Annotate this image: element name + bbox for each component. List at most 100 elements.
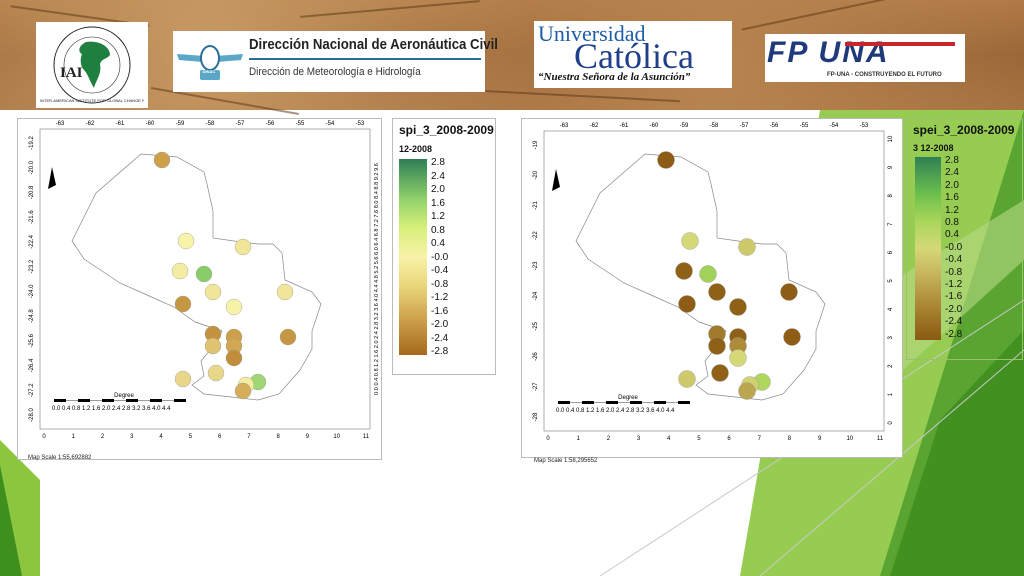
dinac-wings-icon [177,45,243,80]
legend-value: -0.4 [431,265,449,276]
spi-legend-title: spi_3_2008-2009 [399,123,494,137]
top-tick-label: -63 [56,121,65,127]
station-marker[interactable] [711,364,729,382]
fpuna-mark: FP UNA [767,36,890,69]
legend-value: -1.6 [431,305,449,317]
legend-value: 0.4 [431,238,445,249]
ucat-line1: Universidad [538,21,646,46]
station-marker[interactable] [738,238,756,256]
top-tick-label: -54 [830,123,839,129]
spi-legend: spi_3_2008-2009 12-2008 2.8 2.4 2.0 1.6 1.2 0… [392,118,496,375]
station-marker[interactable] [708,337,726,355]
spei-legend-subtitle: 3 12-2008 [913,143,954,153]
left-tick-label: -24.8 [29,309,35,323]
spei-map-scale: Map Scale 1:58,295652 [534,458,598,464]
legend-value: -2.8 [431,346,449,357]
bottom-tick-label: 1 [577,436,581,442]
station-marker[interactable] [681,232,699,250]
station-marker[interactable] [204,337,222,355]
left-tick-label: -22.4 [29,234,35,248]
left-tick-label: -23 [533,261,539,270]
top-tick-label: -55 [800,123,809,129]
station-marker[interactable] [699,265,717,283]
bottom-tick-label: 9 [306,434,310,440]
legend-value: -2.4 [431,332,449,344]
legend-value: 2.4 [431,170,445,182]
station-marker[interactable] [195,265,213,283]
legend-value: 0.8 [431,224,445,236]
station-marker[interactable] [708,283,726,301]
country-outline [575,153,826,401]
left-tick-label: -21 [533,200,539,209]
top-tick-label: -54 [326,121,335,127]
top-tick-label: -59 [680,123,689,129]
bottom-tick-label: 4 [159,434,163,440]
bottom-tick-label: 11 [877,436,884,442]
station-marker[interactable] [207,364,225,382]
top-tick-label: -63 [560,123,569,129]
station-marker[interactable] [780,283,798,301]
legend-value: -2.8 [945,328,963,340]
left-tick-label: -22 [533,231,539,240]
station-marker[interactable] [678,370,696,388]
country-outline [71,153,322,401]
legend-value: -1.2 [431,292,449,303]
iai-emblem-icon [53,26,131,104]
station-marker[interactable] [225,298,243,316]
station-marker[interactable] [174,370,192,388]
station-marker[interactable] [657,151,675,169]
station-marker[interactable] [783,328,801,346]
bottom-tick-label: 10 [846,436,853,442]
station-marker[interactable] [225,349,243,367]
station-marker[interactable] [174,295,192,313]
scale-bar-label: Degree [114,393,134,399]
station-marker[interactable] [153,151,171,169]
left-tick-label: -27.2 [29,383,35,397]
scale-bar-ticks: 0.0 0.4 0.8 1.2 1.6 2.0 2.4 2.8 3.2 3.6 … [556,408,675,414]
bottom-tick-label: 1 [72,434,76,440]
iai-ring-text: INTER-AMERICAN INSTITUTE FOR GLOBAL CHAN… [40,98,144,103]
top-tick-label: -62 [86,121,95,127]
bottom-tick-label: 7 [247,434,251,440]
station-marker[interactable] [234,238,252,256]
station-marker[interactable] [738,382,756,400]
top-tick-label: -59 [176,121,185,127]
bottom-tick-label: 5 [697,436,701,442]
top-tick-label: -61 [116,121,125,127]
station-marker[interactable] [204,283,222,301]
map-frame [543,130,885,432]
bottom-tick-label: 4 [667,436,671,442]
dinac-badge: DINAC [202,69,216,74]
station-marker[interactable] [279,328,297,346]
station-marker[interactable] [729,349,747,367]
header-banner: IAI INTER-AMERICAN INSTITUTE FOR GLOBAL … [0,0,1024,116]
top-tick-label: -60 [146,121,155,127]
right-tick-label: 4 [888,307,894,311]
ucat-line2: Católica [574,36,694,76]
left-tick-label: -25 [533,321,539,330]
spi-legend-labels: 2.8 2.4 2.0 1.6 1.2 0.8 0.4 -0.0 -0.4 -0.8 -1.2 -1.… [431,157,491,359]
station-marker[interactable] [171,262,189,280]
station-marker[interactable] [678,295,696,313]
legend-value: -1.6 [945,291,963,303]
station-marker[interactable] [234,382,252,400]
left-tick-label: -23.2 [29,259,35,273]
station-marker[interactable] [276,283,294,301]
legend-value: -2.0 [431,319,449,330]
bottom-tick-label: 2 [101,434,105,440]
legend-value: -2.4 [945,316,963,328]
right-tick-label: 10 [888,135,894,142]
fpuna-logo: FP UNA FP-UNA - CONSTRUYENDO EL FUTURO [765,34,965,82]
legend-value: 2.0 [945,179,959,191]
right-tick-label: 3 [888,335,894,339]
station-marker[interactable] [675,262,693,280]
legend-value: -0.0 [431,251,449,263]
right-tick-label: 8 [888,193,894,197]
right-tick-label: 6 [888,250,894,254]
fpuna-tagline: FP-UNA - CONSTRUYENDO EL FUTURO [827,72,942,78]
iai-logo: IAI INTER-AMERICAN INSTITUTE FOR GLOBAL … [36,22,148,108]
station-marker[interactable] [729,298,747,316]
bottom-tick-label: 8 [788,436,792,442]
bottom-tick-label: 9 [818,436,822,442]
station-marker[interactable] [177,232,195,250]
